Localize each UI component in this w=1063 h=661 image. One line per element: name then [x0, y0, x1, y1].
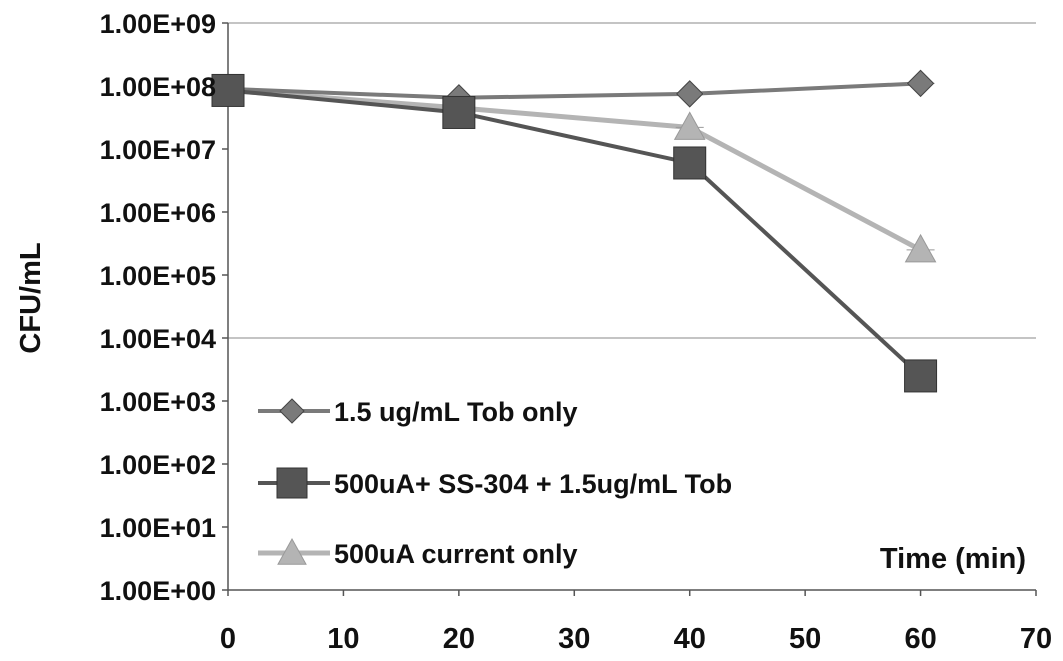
x-tick-label: 20 [443, 623, 475, 655]
x-tick-label: 40 [674, 623, 706, 655]
series-line [227, 88, 922, 378]
y-tick-label: 1.00E+04 [100, 324, 216, 354]
legend-label: 1.5 ug/mL Tob only [334, 397, 578, 427]
data-point-diamond [906, 69, 935, 98]
y-tick-label: 1.00E+02 [100, 450, 216, 480]
data-point-square [276, 467, 308, 499]
series-line [227, 87, 922, 253]
y-tick-label: 1.00E+05 [100, 261, 216, 291]
x-tick-label: 50 [789, 623, 821, 655]
x-tick-label: 60 [904, 623, 936, 655]
y-tick-label: 1.00E+09 [100, 9, 216, 39]
legend-label: 500uA current only [334, 539, 578, 569]
x-axis-title: Time (min) [880, 543, 1026, 575]
x-tick-label: 70 [1020, 623, 1052, 655]
series-layer [211, 69, 938, 393]
data-point-diamond [676, 80, 704, 108]
data-point-square [442, 95, 476, 129]
data-point-triangle [904, 233, 937, 263]
series-square [211, 73, 938, 393]
y-tick-label: 1.00E+00 [100, 576, 216, 606]
series-triangle [212, 74, 937, 263]
data-point-triangle [673, 111, 706, 140]
y-tick-label: 1.00E+08 [100, 72, 216, 102]
series-diamond [214, 69, 935, 112]
y-tick-label: 1.00E+01 [100, 513, 216, 543]
axes [222, 22, 1037, 596]
legend-label: 500uA+ SS-304 + 1.5ug/mL Tob [334, 469, 732, 499]
y-axis-title: CFU/mL [15, 242, 47, 353]
legend: 1.5 ug/mL Tob only 500uA+ SS-304 + 1.5ug/… [258, 397, 732, 569]
tick-labels: 1.00E+00 1.00E+01 1.00E+02 1.00E+03 1.00E+04… [100, 9, 1052, 655]
series-line [227, 81, 921, 100]
y-tick-label: 1.00E+03 [100, 387, 216, 417]
data-point-square [904, 359, 938, 393]
gridlines [228, 22, 1036, 339]
y-tick-label: 1.00E+07 [100, 135, 216, 165]
data-point-triangle [277, 537, 307, 565]
data-point-diamond [279, 398, 305, 424]
data-point-square [211, 73, 245, 107]
y-tick-label: 1.00E+06 [100, 198, 216, 228]
legend-item-triangle: 500uA current only [258, 537, 578, 569]
x-tick-label: 10 [327, 623, 359, 655]
legend-item-square: 500uA+ SS-304 + 1.5ug/mL Tob [258, 467, 732, 499]
x-tick-label: 30 [558, 623, 590, 655]
legend-item-diamond: 1.5 ug/mL Tob only [258, 397, 578, 427]
x-tick-label: 0 [220, 623, 236, 655]
data-point-square [673, 146, 707, 180]
